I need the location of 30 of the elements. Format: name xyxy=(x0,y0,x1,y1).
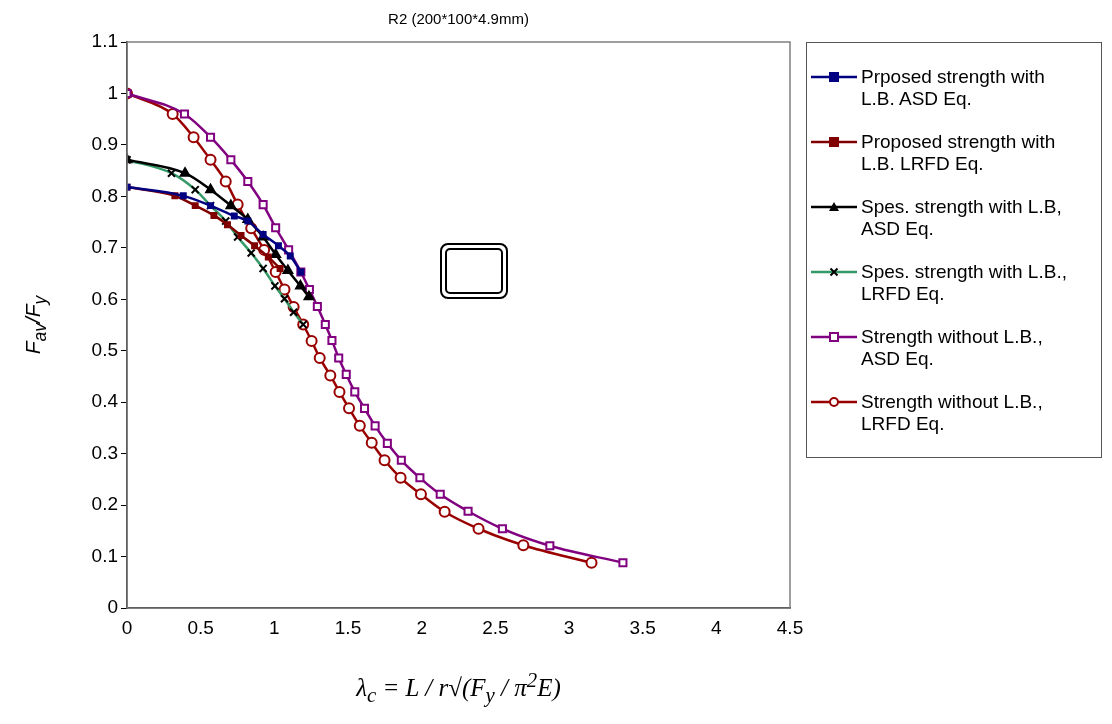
x-tick-label: 2 xyxy=(416,616,427,638)
x-tick-label: 0 xyxy=(121,616,133,638)
y-tick-label: 0.5 xyxy=(91,338,118,360)
x-axis-title: λ$_{c}$ = L / r√(F$_{y}$ / π$^{2}$E) xyxy=(354,668,562,709)
x-tick-label: 0.5 xyxy=(187,616,214,638)
x-tick-label: 3 xyxy=(563,616,575,638)
y-tick-label: 0.6 xyxy=(91,287,118,309)
legend-label: Prposed strength with L.B. ASD Eq. xyxy=(861,65,1046,110)
x-tick-label: 2.5 xyxy=(482,616,509,638)
x-tick-label: 4 xyxy=(711,616,723,638)
y-tick-label: 0.8 xyxy=(91,184,118,206)
y-tick-label: 1 xyxy=(107,81,118,103)
y-tick-label: 0.3 xyxy=(91,441,118,463)
y-tick-label: 1.1 xyxy=(91,30,118,52)
legend-label: Spes. strength with L.B, ASD Eq. xyxy=(861,195,1063,240)
y-tick-label: 0 xyxy=(107,596,118,618)
y-tick-label: 0.1 xyxy=(91,544,118,566)
x-tick-label: 4.5 xyxy=(776,616,804,638)
legend-label: Proposed strength with L.B. LRFD Eq. xyxy=(861,130,1057,175)
x-tick-label: 1.5 xyxy=(334,616,362,638)
y-tick-label: 0.2 xyxy=(91,493,118,515)
legend-label: Spes. strength with L.B., LRFD Eq. xyxy=(861,260,1068,305)
y-tick-label: 0.4 xyxy=(91,390,119,412)
legend-label: Strength without L.B., LRFD Eq. xyxy=(861,390,1044,435)
chart-title: R2 (200*100*4.9mm) xyxy=(387,10,530,27)
y-tick-label: 0.7 xyxy=(91,236,118,258)
y-tick-label: 0.9 xyxy=(91,133,118,155)
legend-label: Strength without L.B., ASD Eq. xyxy=(861,325,1044,370)
x-tick-label: 1 xyxy=(269,616,280,638)
x-tick-label: 3.5 xyxy=(629,616,656,638)
